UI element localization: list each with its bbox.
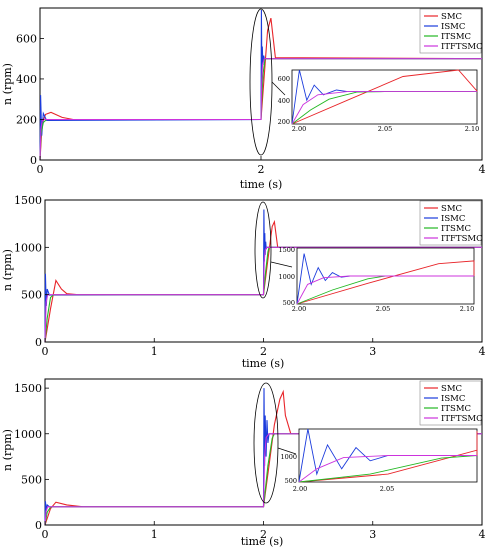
x-tick-label: 2 (258, 163, 265, 176)
legend-label: ITFTSMC (441, 234, 483, 244)
x-tick-label: 2 (260, 528, 267, 541)
y-tick-label: 0 (30, 154, 37, 167)
y-tick-label: 400 (16, 73, 37, 86)
legend-label: ISMC (441, 394, 465, 404)
y-tick-label: 0 (35, 336, 42, 349)
x-tick-label: 3 (369, 345, 376, 358)
series-line-itftsmc (39, 58, 482, 161)
legend-label: ISMC (441, 22, 465, 32)
inset-series-line-itftsmc (291, 91, 477, 125)
y-tick-label: 0 (35, 519, 42, 532)
legend-label: ITSMC (441, 224, 471, 234)
inset-x-tick: 2.00 (292, 305, 306, 313)
inset-y-tick: 400 (278, 97, 290, 105)
inset-y-tick: 600 (278, 75, 290, 83)
legend-label: SMC (441, 384, 462, 394)
axes-2: 0 1 2 3 4 0 500 1000 1500 (14, 194, 486, 358)
x-tick-label: 4 (479, 163, 486, 176)
inset-series-line-itftsmc (298, 455, 477, 483)
y-tick-label: 200 (16, 113, 37, 126)
series-line-smc (44, 389, 482, 526)
series-line-itftsmc (44, 433, 482, 526)
x-axis-label: time (s) (242, 357, 285, 370)
inset-series-line-ismc (298, 428, 477, 483)
legend-2: SMC ISMC ITSMC ITFTSMC (419, 200, 483, 246)
legend-label: SMC (441, 204, 462, 214)
y-axis-label: n (rpm) (1, 429, 14, 471)
chart-panel-1: 200 400 600 2.00 2.05 2.10 SMC ISMC ITSM… (1, 7, 486, 191)
y-tick-label: 1000 (14, 241, 42, 254)
y-tick-label: 500 (21, 473, 42, 486)
series-group-2 (44, 209, 482, 343)
x-tick-label: 1 (151, 528, 158, 541)
series-group-3 (44, 388, 482, 526)
zoom-arrow-2 (270, 261, 293, 268)
y-tick-label: 500 (21, 289, 42, 302)
inset-x-tick: 2.05 (378, 125, 392, 133)
inset-x-tick: 2.00 (293, 485, 307, 493)
x-tick-label: 0 (42, 528, 49, 541)
x-tick-label: 0 (42, 345, 49, 358)
inset-x-tick: 2.05 (376, 305, 390, 313)
legend-3: SMC ISMC ITSMC ITFTSMC (419, 380, 483, 426)
inset-3: 500 1000 2.00 2.05 (280, 428, 478, 493)
x-tick-label: 4 (479, 528, 486, 541)
inset-1: 200 400 600 2.00 2.05 2.10 (278, 69, 479, 133)
inset-series-line-smc (296, 260, 475, 305)
zoom-ellipse-2 (254, 201, 272, 299)
y-axis-label: n (rpm) (1, 63, 14, 105)
legend-label: ITFTSMC (441, 414, 483, 424)
x-tick-label: 2 (260, 345, 267, 358)
y-axis-label: n (rpm) (1, 249, 14, 291)
y-tick-label: 1500 (14, 382, 42, 395)
inset-series-line-ismc (291, 69, 477, 125)
inset-y-tick: 1000 (280, 453, 297, 461)
inset-y-tick: 1500 (278, 246, 295, 254)
inset-x-tick: 2.10 (460, 305, 474, 313)
inset-y-tick: 500 (285, 477, 297, 485)
inset-series-line-itftsmc (296, 275, 474, 305)
series-line-itftsmc (44, 246, 482, 343)
chart-panel-2: 500 1000 1500 2.00 2.05 2.10 SMC ISMC IT… (1, 194, 486, 370)
axes-1: 0 2 4 0 200 400 600 (16, 32, 486, 176)
legend-label: ISMC (441, 214, 465, 224)
inset-x-tick: 2.10 (465, 125, 479, 133)
x-axis-label: time (s) (240, 178, 283, 191)
series-line-ismc (39, 9, 482, 161)
zoom-arrow-1 (271, 81, 286, 96)
series-group-1 (39, 9, 483, 161)
inset-y-tick: 1000 (278, 273, 295, 281)
inset-x-tick: 2.00 (292, 125, 306, 133)
chart-panel-3: 500 1000 2.00 2.05 SMC ISMC ITSMC ITFTSM… (1, 378, 486, 548)
inset-2: 500 1000 1500 2.00 2.05 2.10 (278, 246, 475, 313)
inset-y-tick: 500 (283, 299, 295, 307)
x-axis-label: time (s) (241, 535, 284, 548)
inset-x-tick: 2.05 (380, 485, 394, 493)
legend-label: ITSMC (441, 32, 471, 42)
x-tick-label: 4 (479, 345, 486, 358)
inset-series-line-itsmc (298, 455, 478, 483)
legend-label: ITFTSMC (441, 42, 483, 52)
legend-label: SMC (441, 12, 462, 22)
x-tick-label: 1 (151, 345, 158, 358)
inset-frame-1 (291, 69, 478, 125)
y-tick-label: 600 (16, 32, 37, 45)
zoom-arrow-3 (277, 447, 297, 455)
x-tick-label: 0 (37, 163, 44, 176)
zoom-ellipse-3 (253, 382, 279, 504)
legend-label: ITSMC (441, 404, 471, 414)
axes-3: 0 1 2 3 4 0 500 1000 1500 (14, 382, 486, 541)
inset-series-line-smc (298, 431, 478, 483)
inset-y-tick: 200 (278, 118, 290, 126)
legend-1: SMC ISMC ITSMC ITFTSMC (419, 8, 483, 54)
y-tick-label: 1500 (14, 194, 42, 207)
x-tick-label: 3 (369, 528, 376, 541)
y-tick-label: 1000 (14, 428, 42, 441)
